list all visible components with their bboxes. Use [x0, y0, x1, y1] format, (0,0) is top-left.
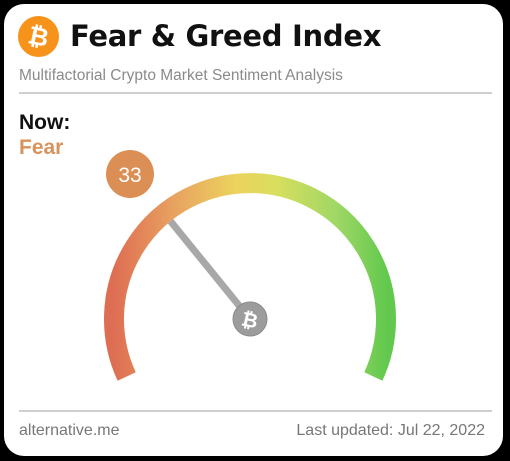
footer-divider	[19, 410, 492, 412]
source-link[interactable]: alternative.me	[19, 422, 120, 439]
index-value: 33	[118, 164, 141, 187]
gauge-arc	[104, 173, 396, 381]
gauge-needle	[167, 218, 253, 322]
fear-greed-widget: ₿ Fear & Greed Index Multifactorial Cryp…	[4, 4, 503, 456]
last-updated: Last updated: Jul 22, 2022	[296, 422, 485, 439]
header-divider	[19, 92, 492, 94]
gauge-hub: ₿	[232, 301, 268, 337]
page-title: Fear & Greed Index	[70, 19, 382, 53]
subtitle: Multifactorial Crypto Market Sentiment A…	[19, 67, 343, 84]
classification-label: Fear	[19, 136, 64, 159]
bitcoin-icon: ₿	[18, 16, 59, 57]
now-label: Now:	[19, 111, 71, 134]
sentiment-gauge: ₿ 33	[104, 150, 396, 381]
value-badge: 33	[106, 150, 154, 198]
bitcoin-icon: ₿	[239, 307, 260, 334]
